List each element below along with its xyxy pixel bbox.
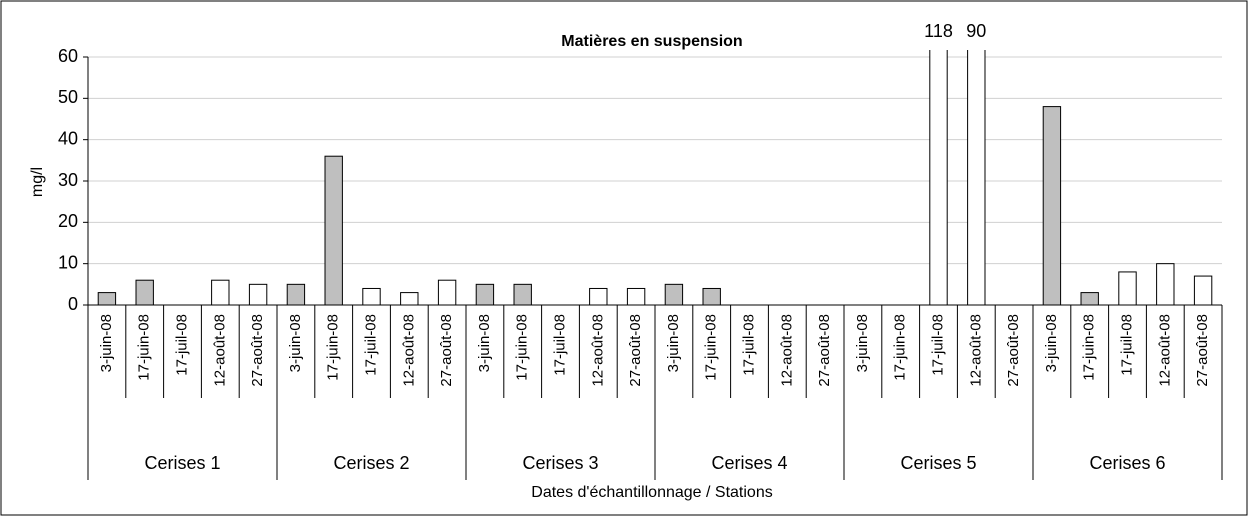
y-tick-label: 60 — [58, 46, 78, 66]
x-tick-label: 17-juil-08 — [173, 314, 190, 376]
bar — [1156, 263, 1175, 306]
y-tick-label: 10 — [58, 252, 78, 272]
x-tick-label: 17-juil-08 — [362, 314, 379, 376]
x-tick-label: 12-août-08 — [211, 314, 228, 387]
y-tick-label: 50 — [58, 87, 78, 107]
x-tick-label: 3-juin-08 — [287, 314, 304, 372]
bar — [589, 287, 608, 306]
x-tick-label: 27-août-08 — [1194, 314, 1211, 387]
bar — [513, 283, 532, 306]
x-tick-label: 17-juin-08 — [1081, 314, 1098, 381]
x-tick-label: 17-juil-08 — [1118, 314, 1135, 376]
x-tick-label: 27-août-08 — [816, 314, 833, 387]
x-tick-label: 17-juil-08 — [740, 314, 757, 376]
y-tick-label: 40 — [58, 128, 78, 148]
bar — [967, 50, 986, 306]
x-tick-label: 12-août-08 — [400, 314, 417, 387]
x-tick-label: 17-juil-08 — [929, 314, 946, 376]
bar — [475, 283, 495, 306]
x-tick-label: 27-août-08 — [1005, 314, 1022, 387]
group-label: Cerises 1 — [144, 453, 220, 473]
bar — [664, 283, 684, 306]
x-axis-label: Dates d'échantillonnage / Stations — [531, 484, 772, 501]
bar — [286, 283, 306, 306]
bar — [248, 283, 268, 306]
x-tick-label: 3-juin-08 — [476, 314, 493, 372]
chart-title: Matières en suspension — [561, 33, 742, 50]
bar — [626, 287, 646, 306]
x-tick-label: 12-août-08 — [589, 314, 606, 387]
x-tick-label: 3-juin-08 — [854, 314, 871, 372]
bar — [211, 279, 230, 306]
x-tick-label: 17-juin-08 — [136, 314, 153, 381]
value-label: 118 — [924, 21, 953, 41]
x-tick-label: 27-août-08 — [438, 314, 455, 387]
x-tick-label: 27-août-08 — [249, 314, 266, 387]
bar — [362, 287, 381, 306]
bar — [1042, 106, 1062, 306]
group-label: Cerises 6 — [1089, 453, 1165, 473]
group-label: Cerises 5 — [900, 453, 976, 473]
bar — [437, 279, 457, 306]
x-tick-label: 27-août-08 — [627, 314, 644, 387]
x-tick-label: 12-août-08 — [778, 314, 795, 387]
x-tick-label: 17-juin-08 — [514, 314, 531, 381]
bar — [1118, 271, 1137, 306]
y-tick-label: 30 — [58, 170, 78, 190]
value-label: 90 — [966, 21, 986, 41]
bar — [929, 50, 948, 306]
bar — [97, 292, 117, 306]
x-tick-label: 12-août-08 — [967, 314, 984, 387]
bar — [702, 287, 721, 306]
y-tick-label: 20 — [58, 211, 78, 231]
group-label: Cerises 4 — [711, 453, 787, 473]
y-tick-label: 0 — [68, 294, 78, 314]
x-tick-label: 12-août-08 — [1156, 314, 1173, 387]
x-tick-label: 17-juin-08 — [703, 314, 720, 381]
x-tick-label: 3-juin-08 — [665, 314, 682, 372]
x-tick-label: 3-juin-08 — [1043, 314, 1060, 372]
group-label: Cerises 2 — [333, 453, 409, 473]
x-tick-label: 3-juin-08 — [98, 314, 115, 372]
bar — [1080, 292, 1099, 306]
bar — [400, 292, 419, 306]
x-tick-label: 17-juil-08 — [551, 314, 568, 376]
bar — [135, 279, 154, 306]
x-tick-label: 17-juin-08 — [325, 314, 342, 381]
bar — [324, 155, 343, 306]
y-axis-label: mg/l — [29, 167, 46, 197]
bars — [97, 50, 1213, 306]
x-tick-label: 17-juin-08 — [892, 314, 909, 381]
bar — [1193, 275, 1213, 306]
group-label: Cerises 3 — [522, 453, 598, 473]
